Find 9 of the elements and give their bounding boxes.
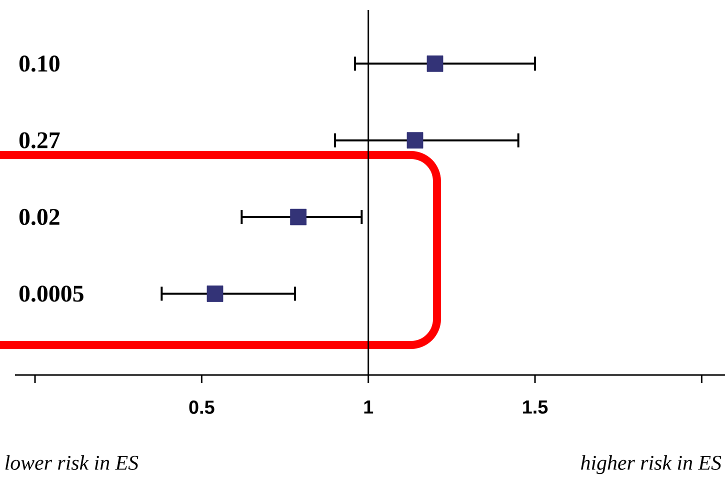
y-tick-label: 0.10 <box>19 56 60 72</box>
y-tick-label: 0.27 <box>19 132 60 148</box>
x-tick-label: 1.5 <box>523 400 548 414</box>
text: lower risk in ES <box>5 455 138 470</box>
y-tick-label: 0.0005 <box>19 286 84 302</box>
y-tick-label: 0.02 <box>19 208 60 226</box>
x-tick-label: 0.5 <box>189 400 214 414</box>
text: higher risk in ES <box>581 455 722 474</box>
x-tick-label: 1 <box>364 400 374 414</box>
